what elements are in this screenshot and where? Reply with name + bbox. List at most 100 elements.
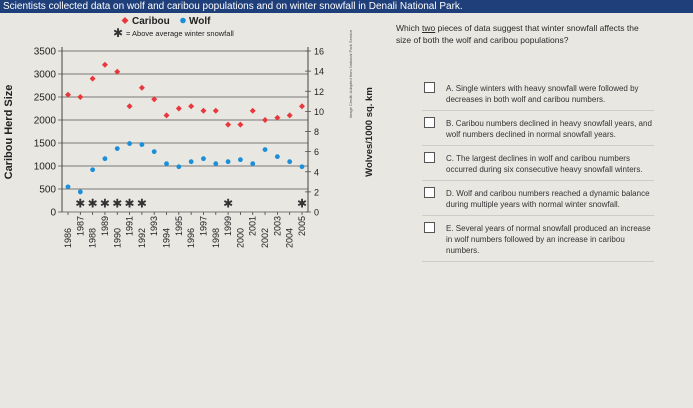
right-tick-label: 16: [314, 47, 324, 57]
wolf-point: [287, 159, 293, 165]
choice-e-letter: E.: [446, 224, 454, 233]
caribou-point: [163, 112, 170, 119]
caribou-point: [249, 107, 256, 114]
legend-caribou-label: Caribou: [132, 16, 170, 27]
legend-wolf-marker: [180, 17, 186, 24]
x-tick-label: 1995: [174, 216, 184, 236]
left-axis-title: Caribou Herd Size: [3, 85, 15, 180]
right-tick-label: 0: [314, 208, 319, 218]
wolf-point: [250, 161, 256, 167]
caribou-point: [262, 117, 269, 123]
window-title: Scientists collected data on wolf and ca…: [0, 0, 693, 13]
choice-c-checkbox[interactable]: [424, 152, 435, 163]
choice-d-letter: D.: [446, 189, 454, 198]
x-tick-label: 1998: [211, 228, 221, 248]
choice-c[interactable]: C. The largest declines in wolf and cari…: [422, 146, 654, 181]
choice-c-letter: C.: [446, 154, 454, 163]
snow-marker: ✱: [100, 197, 110, 211]
snow-marker: ✱: [88, 197, 98, 211]
x-tick-label: 1987: [75, 216, 85, 236]
wolf-point: [139, 142, 145, 147]
wolf-point: [77, 189, 83, 195]
x-tick-label: 1992: [137, 228, 147, 248]
caribou-point: [200, 107, 207, 114]
x-tick-label: 1996: [186, 228, 196, 248]
choice-d[interactable]: D. Wolf and caribou numbers reached a dy…: [422, 181, 654, 216]
left-tick-label: 500: [39, 185, 56, 196]
choice-c-text: C. The largest declines in wolf and cari…: [446, 153, 654, 175]
x-tick-label: 2001: [248, 216, 258, 236]
snow-marker: ✱: [223, 197, 233, 211]
right-axis-title: Wolves/1000 sq. km: [364, 87, 375, 177]
x-tick-label: 1989: [100, 216, 110, 236]
wolf-point: [213, 161, 219, 167]
x-tick-label: 2003: [272, 216, 282, 236]
x-tick-label: 1994: [162, 228, 172, 248]
right-tick-label: 6: [314, 147, 319, 157]
choice-e-body: Several years of normal snowfall produce…: [446, 224, 651, 255]
snow-marker: ✱: [137, 197, 147, 211]
caribou-point: [286, 112, 293, 119]
wolf-point: [238, 157, 243, 163]
wolf-point: [114, 146, 120, 152]
right-tick-label: 4: [314, 167, 319, 177]
x-tick-label: 1990: [112, 228, 122, 248]
choice-a-letter: A.: [446, 84, 454, 93]
choice-e-text: E. Several years of normal snowfall prod…: [446, 223, 654, 256]
left-tick-label: 2500: [34, 93, 57, 104]
caribou-point: [188, 103, 195, 110]
caribou-point: [212, 107, 219, 114]
wolf-point: [176, 164, 182, 170]
legend-caribou-marker: [121, 17, 129, 24]
wolf-point: [164, 161, 169, 167]
left-tick-label: 3000: [34, 70, 57, 81]
chart-svg: 0 500 1000 1500 2000 2500 3000 3500 0 2 4 6 8 10 12 14 1…: [3, 16, 375, 248]
x-tick-label: 2005: [297, 216, 307, 236]
x-tick-label: 1988: [88, 228, 98, 248]
choice-b-letter: B.: [446, 119, 454, 128]
wolf-point: [151, 149, 157, 155]
wolf-point: [102, 156, 108, 162]
choice-a[interactable]: A. Single winters with heavy snowfall we…: [422, 76, 654, 111]
choice-b[interactable]: B. Caribou numbers declined in heavy sno…: [422, 111, 654, 146]
choice-b-checkbox[interactable]: [424, 117, 435, 128]
x-tick-label: 1993: [149, 216, 159, 236]
choice-b-text: B. Caribou numbers declined in heavy sno…: [446, 118, 654, 140]
caribou-point: [126, 103, 133, 110]
left-tick-label: 1500: [34, 139, 57, 150]
choice-a-body: Single winters with heavy snowfall were …: [446, 84, 639, 104]
caribou-point: [175, 105, 182, 112]
choice-a-checkbox[interactable]: [424, 82, 435, 93]
choice-c-body: The largest declines in wolf and caribou…: [446, 154, 643, 174]
population-chart: 0 500 1000 1500 2000 2500 3000 3500 0 2 4 6 8 10 12 14 1…: [0, 14, 380, 264]
choice-d-checkbox[interactable]: [424, 187, 435, 198]
caribou-point: [299, 103, 305, 110]
right-tick-label: 14: [314, 67, 324, 77]
wolf-point: [65, 184, 71, 190]
caribou-point: [89, 75, 96, 82]
x-tick-label: 1991: [125, 216, 135, 236]
left-tick-label: 2000: [34, 116, 57, 127]
source-note: Image Credit: Adapted from National Park…: [348, 29, 353, 118]
choice-d-body: Wolf and caribou numbers reached a dynam…: [446, 189, 650, 209]
left-tick-label: 3500: [34, 47, 57, 58]
wolf-point: [274, 154, 280, 160]
question-text-underlined: two: [421, 23, 436, 33]
choice-e-checkbox[interactable]: [424, 222, 435, 233]
choice-b-body: Caribou numbers declined in heavy snowfa…: [446, 119, 652, 139]
left-tick-label: 1000: [34, 162, 57, 173]
legend-snow-marker: ✱: [113, 26, 123, 40]
choice-e[interactable]: E. Several years of normal snowfall prod…: [422, 216, 654, 262]
right-tick-label: 12: [314, 87, 324, 97]
wolf-point: [262, 147, 268, 153]
caribou-point: [114, 68, 121, 75]
wolf-point: [299, 164, 305, 170]
x-tick-label: 2002: [260, 228, 270, 248]
right-tick-label: 10: [314, 107, 324, 117]
caribou-point: [225, 121, 232, 128]
caribou-point: [151, 96, 158, 103]
snow-marker: ✱: [75, 197, 85, 211]
question-panel: Which two pieces of data suggest that wi…: [396, 22, 654, 352]
legend-snow-label: = Above average winter snowfall: [126, 29, 234, 38]
x-tick-label: 2000: [235, 228, 245, 248]
